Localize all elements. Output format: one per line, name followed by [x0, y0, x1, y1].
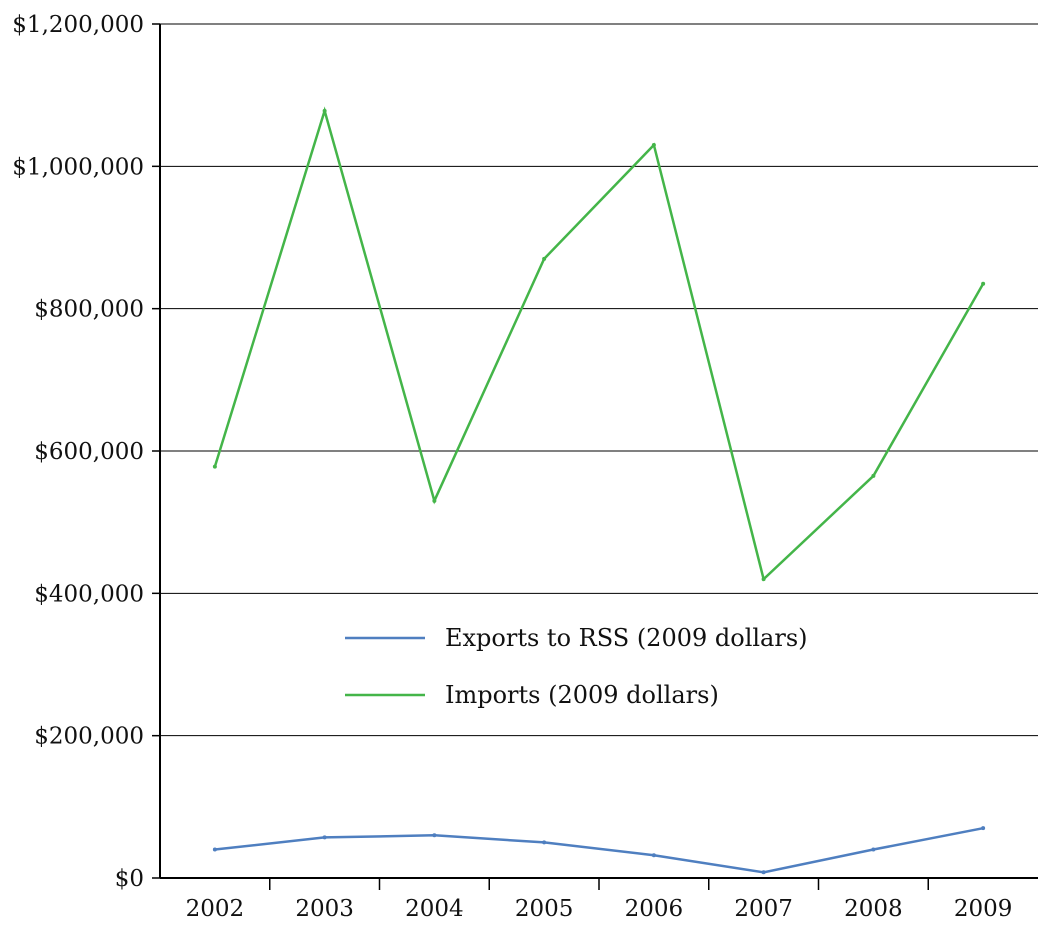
legend: Exports to RSS (2009 dollars) Imports (20…	[345, 624, 808, 709]
data-point	[871, 473, 876, 478]
data-point	[542, 256, 547, 261]
x-tick-label: 2009	[954, 896, 1013, 922]
x-tick-label: 2003	[295, 896, 354, 922]
data-point	[432, 498, 437, 503]
series-line	[213, 106, 985, 582]
data-point	[761, 577, 766, 582]
y-tick-label: $600,000	[34, 439, 144, 465]
y-tick-label: $1,000,000	[12, 154, 144, 180]
y-tick-label: $1,200,000	[12, 12, 144, 38]
data-point	[651, 142, 656, 147]
y-tick-label: $200,000	[34, 724, 144, 750]
y-tick-label: $0	[115, 866, 144, 892]
x-tick-label: 2008	[844, 896, 903, 922]
data-point	[322, 108, 327, 113]
data-point	[212, 847, 217, 852]
data-point	[432, 833, 437, 838]
x-tick-label: 2004	[405, 896, 464, 922]
x-tick-label: 2002	[186, 896, 245, 922]
data-point	[322, 835, 327, 840]
y-tick-label: $400,000	[34, 581, 144, 607]
x-tick-label: 2006	[625, 896, 684, 922]
legend-label: Exports to RSS (2009 dollars)	[445, 624, 808, 652]
legend-label: Imports (2009 dollars)	[445, 681, 719, 709]
data-point	[761, 870, 766, 875]
y-axis: $0 $200,000 $400,000 $600,000 $800,000 $1,000…	[12, 12, 161, 892]
x-tick-label: 2005	[515, 896, 574, 922]
data-point	[542, 840, 547, 845]
data-point	[212, 464, 217, 469]
series-line	[214, 826, 984, 874]
series-lines	[212, 106, 986, 875]
data-point	[981, 826, 986, 831]
y-tick-label: $800,000	[34, 297, 144, 323]
x-axis: 2002 2003 2004 2005 2006 2007 2008 2009	[160, 877, 1038, 922]
data-point	[651, 853, 656, 858]
data-point	[981, 281, 986, 286]
data-point	[871, 847, 876, 852]
x-tick-label: 2007	[734, 896, 793, 922]
